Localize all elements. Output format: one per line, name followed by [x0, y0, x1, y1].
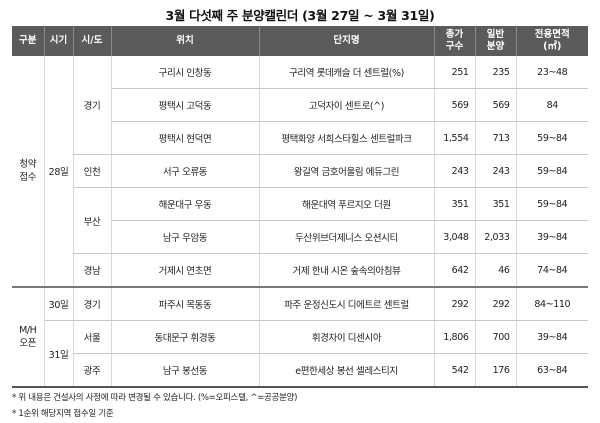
cell-total: 243: [433, 154, 475, 188]
header-location: 위치: [110, 26, 259, 56]
table-row: 남구 우암동 두산위브더제니스 오션시티 3,048 2,033 39~84: [12, 220, 588, 254]
cell-location: 평택시 현덕면: [110, 121, 259, 155]
group-mh-label: M/H 오픈: [19, 325, 37, 349]
cell-general: 243: [474, 154, 516, 188]
cell-complex: 거제 한내 시온 숲속의아침뷰: [258, 253, 434, 288]
header-general-line1: 일반: [486, 29, 505, 40]
header-area-line1: 전용면적: [534, 29, 570, 40]
calendar-table: 구분 시기 시/도 위치 단지명 총가 구수 일반 분양 전용면적 (㎡) 청약…: [12, 26, 588, 388]
group-subscription-label: 청약 접수: [19, 159, 37, 183]
table-row: 경남 거제시 연초면 거제 한내 시온 숲속의아침뷰 642 46 74~84: [12, 253, 588, 288]
cell-location: 서구 오류동: [110, 154, 259, 188]
header-general: 일반 분양: [474, 26, 516, 56]
cell-general: 2,033: [474, 220, 516, 254]
cell-complex: 왕길역 금호어울림 에듀그린: [258, 154, 434, 188]
header-general-line2: 분양: [486, 41, 505, 52]
cell-total: 569: [433, 88, 475, 122]
table-row: 평택시 고덕동 고덕자이 센트로(^) 569 569 84: [12, 88, 588, 122]
cell-total: 642: [433, 253, 475, 288]
table-row: 광주 남구 봉선동 e편한세상 봉선 셀레스티지 542 176 63~84: [12, 353, 588, 388]
header-area-line2: (㎡): [543, 41, 562, 52]
cell-location: 해운대구 우동: [110, 187, 259, 221]
footnote: * 1순위 해당지역 접수일 기준: [12, 409, 114, 419]
cell-area: 74~84: [515, 253, 588, 288]
header-complex: 단지명: [258, 26, 434, 56]
group-mh: M/H 오픈: [12, 287, 44, 388]
region-gyeongnam: 경남: [72, 253, 111, 288]
cell-complex: 고덕자이 센트로(^): [258, 88, 434, 122]
region-seoul: 서울: [72, 320, 111, 354]
cell-general: 176: [474, 353, 516, 388]
cell-complex: 휘경자이 디센시아: [258, 320, 434, 354]
cell-complex: 구리역 롯데캐슬 더 센트럴(%): [258, 56, 434, 89]
cell-general: 700: [474, 320, 516, 354]
cell-location: 남구 봉선동: [110, 353, 259, 388]
cell-area: 59~84: [515, 121, 588, 155]
region-gwangju: 광주: [72, 353, 111, 388]
cell-complex: 두산위브더제니스 오션시티: [258, 220, 434, 254]
header-row: 구분 시기 시/도 위치 단지명 총가 구수 일반 분양 전용면적 (㎡): [12, 26, 588, 56]
table-row: 부산 해운대구 우동 해운대역 푸르지오 더원 351 351 59~84: [12, 187, 588, 254]
header-area: 전용면적 (㎡): [515, 26, 588, 56]
cell-complex: 파주 운정신도시 디에트르 센트럴: [258, 287, 434, 321]
cell-complex: e편한세상 봉선 셀레스티지: [258, 353, 434, 388]
table-row: 평택시 현덕면 평택화양 서희스타힐스 센트럴파크 1,554 713 59~8…: [12, 121, 588, 155]
region-incheon: 인천: [72, 154, 111, 188]
table-row: 31일 서울 동대문구 휘경동 휘경자이 디센시아 1,806 700 39~8…: [12, 320, 588, 388]
date-28: 28일: [43, 56, 73, 288]
cell-general: 713: [474, 121, 516, 155]
footnote: * 위 내용은 건설사의 사정에 따라 변경될 수 있습니다. (%=오피스텔,…: [12, 393, 298, 403]
region-gyeonggi: 경기: [72, 56, 111, 155]
cell-total: 351: [433, 187, 475, 221]
cell-area: 84: [515, 88, 588, 122]
cell-location: 남구 우암동: [110, 220, 259, 254]
group-subscription: 청약 접수: [12, 56, 44, 288]
cell-location: 거제시 연초면: [110, 253, 259, 288]
cell-total: 3,048: [433, 220, 475, 254]
cell-total: 251: [433, 56, 475, 89]
cell-general: 569: [474, 88, 516, 122]
header-total-line1: 총가: [445, 29, 464, 40]
cell-general: 351: [474, 187, 516, 221]
page-title: 3월 다섯째 주 분양캘린더 (3월 27일 ~ 3월 31일): [165, 8, 435, 23]
date-30: 30일: [43, 287, 73, 321]
cell-total: 1,554: [433, 121, 475, 155]
cell-general: 292: [474, 287, 516, 321]
cell-total: 292: [433, 287, 475, 321]
cell-area: 59~84: [515, 187, 588, 221]
cell-area: 23~48: [515, 56, 588, 89]
cell-area: 63~84: [515, 353, 588, 388]
cell-location: 구리시 인창동: [110, 56, 259, 89]
header-sigi: 시기: [43, 26, 73, 56]
cell-area: 39~84: [515, 320, 588, 354]
cell-total: 542: [433, 353, 475, 388]
cell-complex: 평택화양 서희스타힐스 센트럴파크: [258, 121, 434, 155]
table-row: M/H 오픈 30일 경기 파주시 목동동 파주 운정신도시 디에트르 센트럴 …: [12, 287, 588, 388]
cell-location: 동대문구 휘경동: [110, 320, 259, 354]
cell-area: 84~110: [515, 287, 588, 321]
cell-area: 39~84: [515, 220, 588, 254]
cell-general: 46: [474, 253, 516, 288]
region-busan: 부산: [72, 187, 111, 254]
table-row: 인천 서구 오류동 왕길역 금호어울림 에듀그린 243 243 59~84: [12, 154, 588, 188]
cell-complex: 해운대역 푸르지오 더원: [258, 187, 434, 221]
header-sido: 시/도: [72, 26, 111, 56]
cell-total: 1,806: [433, 320, 475, 354]
cell-location: 평택시 고덕동: [110, 88, 259, 122]
date-31: 31일: [43, 320, 73, 388]
table-row: 청약 접수 28일 경기 구리시 인창동 구리역 롯데캐슬 더 센트럴(%) 2…: [12, 56, 588, 288]
header-total: 총가 구수: [433, 26, 475, 56]
cell-location: 파주시 목동동: [110, 287, 259, 321]
header-total-line2: 구수: [445, 41, 464, 52]
region-gyeonggi-2: 경기: [72, 287, 111, 321]
cell-area: 59~84: [515, 154, 588, 188]
header-gubun: 구분: [12, 26, 44, 56]
cell-general: 235: [474, 56, 516, 89]
